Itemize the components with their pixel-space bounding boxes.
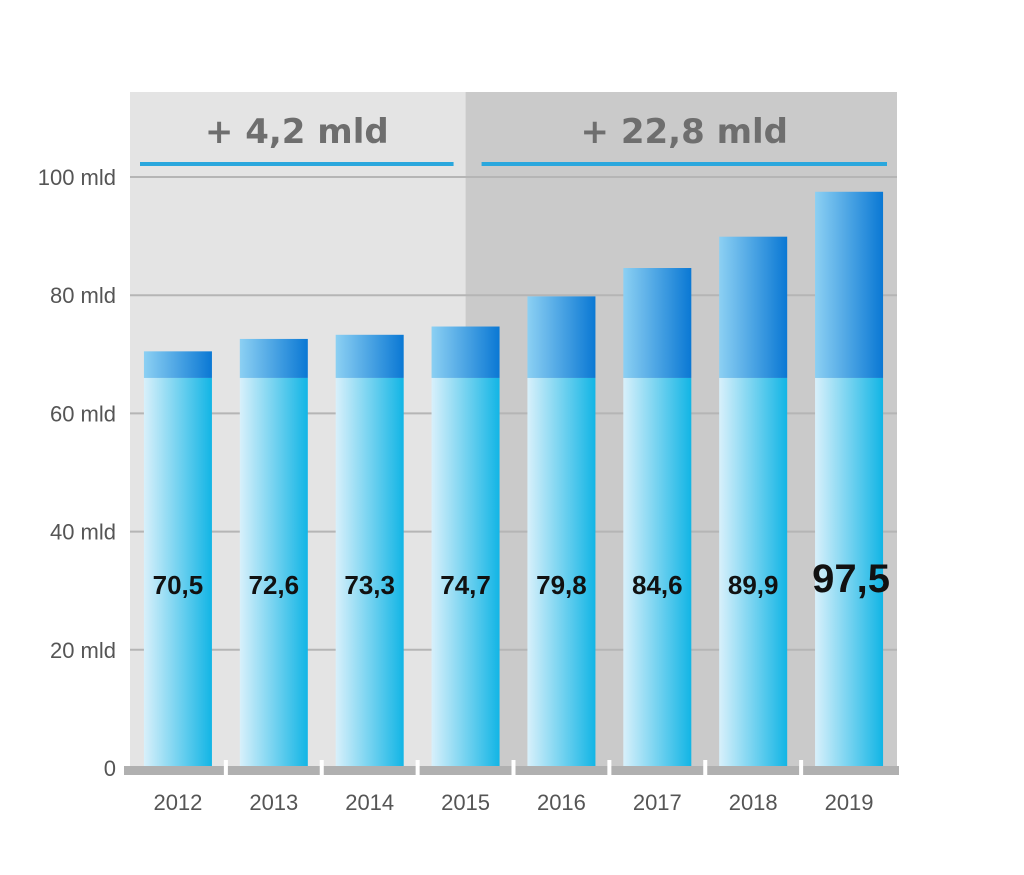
- data-label: 70,5: [153, 570, 204, 600]
- baseline-tick-gap: [607, 760, 612, 775]
- bar-lower: [527, 377, 596, 768]
- bar-upper: [719, 236, 788, 378]
- y-tick-label: 40 mld: [50, 520, 116, 545]
- baseline-tick-gap: [223, 760, 228, 775]
- y-tick-label: 0: [104, 756, 116, 781]
- data-labels: 70,5 72,6 73,3 74,7 79,8 84,6 89,9 97,5: [153, 557, 890, 601]
- x-axis: 2012 2013 2014 2015 2016 2017 2018 2019: [153, 790, 873, 815]
- y-axis: 0 20 mld 40 mld 60 mld 80 mld 100 mld: [38, 165, 116, 781]
- bars: [143, 191, 884, 768]
- x-tick-label: 2018: [729, 790, 778, 815]
- baseline-tick-gap: [511, 760, 516, 775]
- data-label: 84,6: [632, 570, 683, 600]
- data-label: 74,7: [440, 570, 491, 600]
- bar-upper: [623, 268, 692, 378]
- segment-label: + 22,8 mld: [581, 112, 788, 152]
- segment-label: + 4,2 mld: [205, 112, 389, 152]
- bar-upper: [239, 338, 308, 378]
- baseline-tick-gap: [415, 760, 420, 775]
- bar-lower: [143, 377, 212, 768]
- bar-lower: [239, 377, 308, 768]
- period-segments: + 4,2 mld + 22,8 mld: [140, 112, 887, 166]
- bar-lower: [335, 377, 404, 768]
- y-tick-label: 100 mld: [38, 165, 116, 190]
- data-label: 79,8: [536, 570, 587, 600]
- bar-upper: [431, 326, 500, 378]
- baseline-tick-gap: [799, 760, 804, 775]
- x-tick-label: 2015: [441, 790, 490, 815]
- bar-lower: [431, 377, 500, 768]
- bar-lower: [719, 377, 788, 768]
- y-tick-label: 20 mld: [50, 638, 116, 663]
- data-label: 97,5: [812, 557, 890, 601]
- data-label: 72,6: [249, 570, 300, 600]
- x-axis-baseline: [124, 760, 899, 775]
- data-label: 73,3: [344, 570, 395, 600]
- x-tick-label: 2014: [345, 790, 394, 815]
- bar-lower: [623, 377, 692, 768]
- bar-lower: [815, 377, 884, 768]
- bar-upper: [527, 296, 596, 378]
- y-tick-label: 60 mld: [50, 401, 116, 426]
- baseline-tick-gap: [319, 760, 324, 775]
- x-tick-label: 2019: [825, 790, 874, 815]
- x-tick-label: 2013: [249, 790, 298, 815]
- baseline-tick-gap: [703, 760, 708, 775]
- bar-upper: [815, 191, 884, 378]
- bar-upper: [335, 334, 404, 378]
- x-tick-label: 2012: [153, 790, 202, 815]
- y-tick-label: 80 mld: [50, 283, 116, 308]
- bar-upper: [143, 351, 212, 378]
- data-label: 89,9: [728, 570, 779, 600]
- x-tick-label: 2017: [633, 790, 682, 815]
- x-tick-label: 2016: [537, 790, 586, 815]
